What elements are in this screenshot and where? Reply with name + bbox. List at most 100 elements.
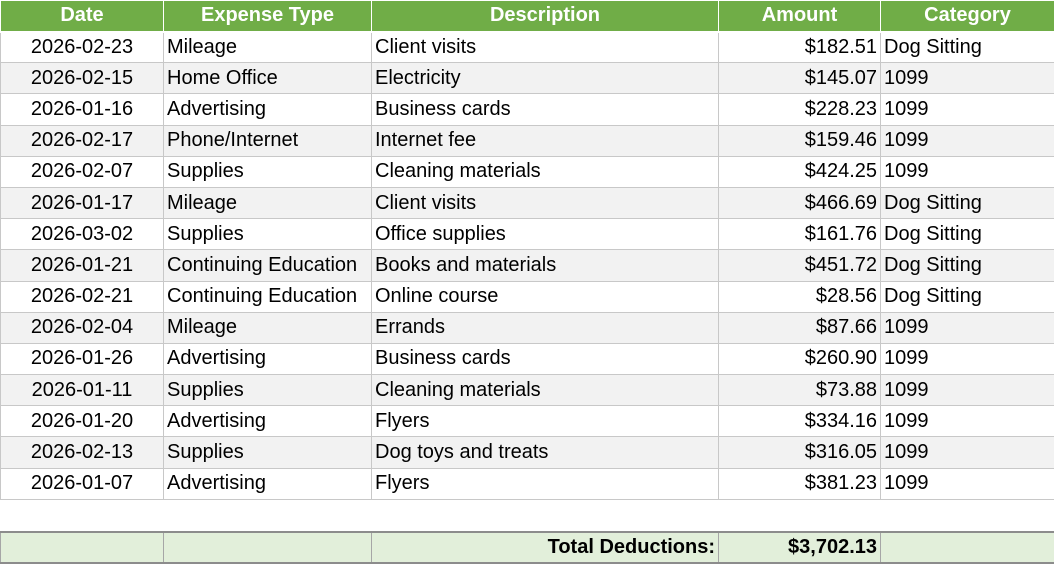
cell-description[interactable]: Business cards [371,342,719,376]
cell-category[interactable]: Dog Sitting [880,30,1054,64]
cell-amount[interactable]: $161.76 [718,218,881,251]
cell-date[interactable]: 2026-01-16 [0,93,164,126]
cell-description[interactable]: Electricity [371,62,719,95]
table-row: 2026-02-21 Continuing Education Online cou… [0,280,1054,313]
cell-expense-type[interactable]: Mileage [163,30,372,64]
cell-expense-type[interactable]: Mileage [163,311,372,344]
cell-description[interactable]: Office supplies [371,218,719,251]
table-row: 2026-02-13 Supplies Dog toys and treats $31… [0,436,1054,469]
cell-amount[interactable]: $424.25 [718,155,881,188]
total-value[interactable]: $3,702.13 [718,531,881,564]
cell-date[interactable]: 2026-02-13 [0,436,164,469]
cell-expense-type[interactable]: Advertising [163,342,372,376]
cell-expense-type[interactable]: Supplies [163,218,372,251]
table-row: 2026-02-17 Phone/Internet Internet fee $159… [0,124,1054,157]
expense-table: Date Expense Type Description Amount Cat… [0,0,1054,500]
total-empty-cell[interactable] [880,531,1054,564]
cell-category[interactable]: 1099 [880,374,1054,407]
cell-category[interactable]: 1099 [880,93,1054,126]
cell-amount[interactable]: $316.05 [718,436,881,469]
cell-category[interactable]: 1099 [880,405,1054,438]
header-description[interactable]: Description [371,0,719,33]
header-row: Date Expense Type Description Amount Cat… [0,0,1054,33]
cell-expense-type[interactable]: Home Office [163,62,372,95]
cell-date[interactable]: 2026-02-15 [0,62,164,95]
cell-expense-type[interactable]: Mileage [163,186,372,220]
cell-category[interactable]: 1099 [880,62,1054,95]
cell-amount[interactable]: $334.16 [718,405,881,438]
cell-category[interactable]: 1099 [880,311,1054,344]
cell-description[interactable]: Errands [371,311,719,344]
cell-description[interactable]: Business cards [371,93,719,126]
cell-amount[interactable]: $260.90 [718,342,881,376]
cell-description[interactable]: Internet fee [371,124,719,157]
total-empty-cell[interactable] [163,531,372,564]
table-body: 2026-02-23 Mileage Client visits $182.51 Dog… [0,30,1054,500]
cell-expense-type[interactable]: Supplies [163,155,372,188]
cell-date[interactable]: 2026-01-20 [0,405,164,438]
table-row: 2026-02-07 Supplies Cleaning materials $424… [0,155,1054,188]
cell-category[interactable]: 1099 [880,467,1054,500]
cell-amount[interactable]: $28.56 [718,280,881,313]
cell-expense-type[interactable]: Supplies [163,436,372,469]
table-row: 2026-01-17 Mileage Client visits $466.69 Dog… [0,186,1054,220]
cell-description[interactable]: Flyers [371,405,719,438]
header-date[interactable]: Date [0,0,164,33]
cell-date[interactable]: 2026-01-21 [0,249,164,282]
cell-date[interactable]: 2026-03-02 [0,218,164,251]
cell-amount[interactable]: $451.72 [718,249,881,282]
table-row: 2026-01-07 Advertising Flyers $381.23 1099 [0,467,1054,500]
total-empty-cell[interactable] [0,531,164,564]
cell-category[interactable]: 1099 [880,155,1054,188]
cell-amount[interactable]: $182.51 [718,30,881,64]
cell-expense-type[interactable]: Supplies [163,374,372,407]
table-row: 2026-03-02 Supplies Office supplies $161.76… [0,218,1054,251]
cell-category[interactable]: Dog Sitting [880,249,1054,282]
table-row: 2026-02-23 Mileage Client visits $182.51 Dog… [0,30,1054,64]
table-row: 2026-01-16 Advertising Business cards $228.… [0,93,1054,126]
cell-amount[interactable]: $87.66 [718,311,881,344]
cell-category[interactable]: 1099 [880,342,1054,376]
cell-amount[interactable]: $145.07 [718,62,881,95]
cell-category[interactable]: 1099 [880,124,1054,157]
cell-date[interactable]: 2026-01-26 [0,342,164,376]
cell-amount[interactable]: $381.23 [718,467,881,500]
table-row: 2026-01-11 Supplies Cleaning materials $73.… [0,374,1054,407]
cell-expense-type[interactable]: Advertising [163,405,372,438]
header-amount[interactable]: Amount [718,0,881,33]
total-label[interactable]: Total Deductions: [371,531,719,564]
cell-description[interactable]: Books and materials [371,249,719,282]
cell-date[interactable]: 2026-02-07 [0,155,164,188]
cell-category[interactable]: Dog Sitting [880,218,1054,251]
cell-date[interactable]: 2026-01-07 [0,467,164,500]
table-row: 2026-01-26 Advertising Business cards $260.… [0,342,1054,376]
cell-amount[interactable]: $466.69 [718,186,881,220]
cell-expense-type[interactable]: Phone/Internet [163,124,372,157]
cell-date[interactable]: 2026-02-04 [0,311,164,344]
cell-date[interactable]: 2026-01-11 [0,374,164,407]
cell-description[interactable]: Client visits [371,30,719,64]
cell-date[interactable]: 2026-02-23 [0,30,164,64]
cell-description[interactable]: Online course [371,280,719,313]
cell-description[interactable]: Dog toys and treats [371,436,719,469]
cell-expense-type[interactable]: Continuing Education [163,249,372,282]
cell-amount[interactable]: $159.46 [718,124,881,157]
cell-description[interactable]: Cleaning materials [371,374,719,407]
cell-date[interactable]: 2026-02-21 [0,280,164,313]
table-row: 2026-01-20 Advertising Flyers $334.16 1099 [0,405,1054,438]
cell-expense-type[interactable]: Advertising [163,93,372,126]
cell-description[interactable]: Client visits [371,186,719,220]
header-expense-type[interactable]: Expense Type [163,0,372,33]
cell-description[interactable]: Flyers [371,467,719,500]
cell-date[interactable]: 2026-01-17 [0,186,164,220]
cell-amount[interactable]: $228.23 [718,93,881,126]
cell-expense-type[interactable]: Advertising [163,467,372,500]
cell-date[interactable]: 2026-02-17 [0,124,164,157]
cell-description[interactable]: Cleaning materials [371,155,719,188]
cell-category[interactable]: Dog Sitting [880,186,1054,220]
cell-category[interactable]: 1099 [880,436,1054,469]
cell-category[interactable]: Dog Sitting [880,280,1054,313]
cell-amount[interactable]: $73.88 [718,374,881,407]
cell-expense-type[interactable]: Continuing Education [163,280,372,313]
header-category[interactable]: Category [880,0,1054,33]
